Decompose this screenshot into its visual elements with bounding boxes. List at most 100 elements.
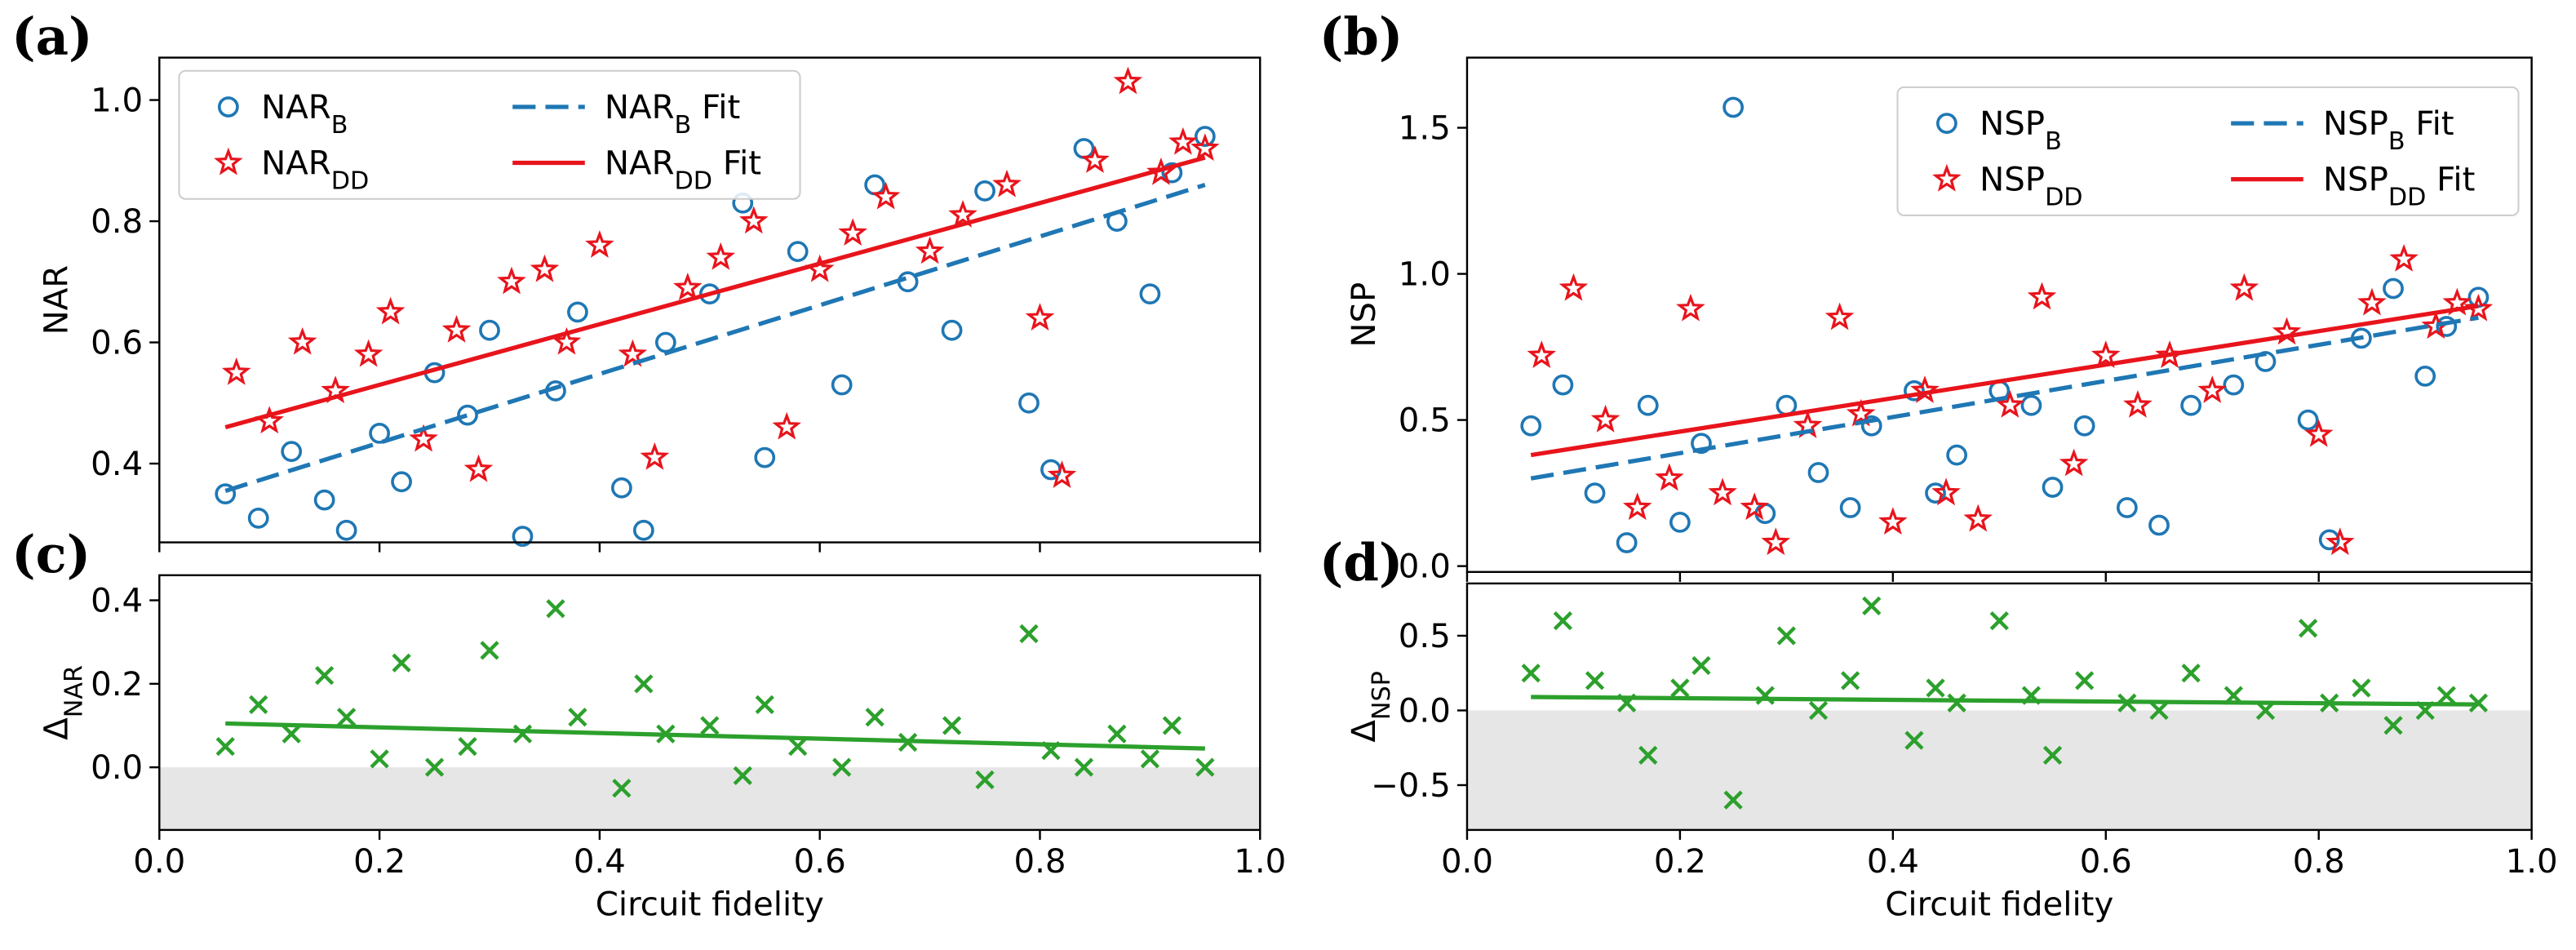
axes-frame — [158, 574, 1261, 832]
circle-marker — [2073, 415, 2095, 437]
cross-marker — [249, 695, 268, 715]
y-tick-label: 0.4 — [91, 583, 143, 620]
cross-marker — [370, 749, 389, 769]
cross-marker — [480, 641, 499, 660]
circle-marker — [754, 446, 776, 468]
star-marker — [375, 296, 406, 325]
cross-marker — [2075, 671, 2095, 690]
cross-marker — [1162, 716, 1182, 735]
cross-marker — [865, 708, 885, 727]
star-marker — [871, 181, 901, 210]
star-marker — [706, 242, 736, 270]
circle-marker — [391, 471, 412, 493]
circle-marker — [335, 519, 357, 541]
star-marker — [463, 454, 494, 482]
fit-line — [1531, 695, 2479, 707]
x-tick-label: 1.0 — [1234, 843, 1286, 881]
cross-marker — [1638, 745, 1658, 766]
cross-marker — [1989, 611, 2009, 631]
star-marker — [552, 326, 582, 355]
cross-marker — [568, 708, 587, 727]
star-marker — [915, 236, 945, 264]
star-marker — [1740, 492, 1770, 521]
star-marker — [2389, 243, 2419, 272]
circle-marker — [369, 423, 390, 444]
cross-marker — [612, 779, 632, 798]
star-marker — [1047, 460, 1077, 488]
star-marker — [1963, 504, 1993, 532]
cross-marker — [1107, 724, 1127, 744]
star-marker — [1168, 127, 1198, 155]
cross-marker — [2042, 745, 2063, 766]
star-marker — [2229, 273, 2259, 301]
y-tick-label: 0.4 — [91, 446, 143, 483]
legend-box — [178, 69, 801, 200]
cross-marker — [788, 736, 808, 757]
cross-marker — [733, 766, 752, 786]
cross-marker — [1776, 626, 1796, 646]
star-marker — [2357, 287, 2387, 316]
star-marker — [772, 411, 801, 440]
star-marker — [673, 273, 703, 300]
cross-marker — [755, 695, 774, 715]
circle-marker — [1946, 444, 1967, 466]
star-marker — [530, 254, 560, 282]
cross-marker — [315, 665, 335, 686]
x-tick-label: 0.6 — [794, 843, 846, 881]
circle-marker — [1691, 433, 1712, 455]
circle-marker — [1669, 512, 1691, 533]
x-tick-label: 0.4 — [1867, 843, 1919, 881]
shaded-region — [159, 767, 1261, 830]
cross-marker — [1755, 686, 1775, 705]
x-tick-label: 0.0 — [133, 843, 185, 881]
circle-marker — [2223, 374, 2245, 396]
cross-marker — [1019, 624, 1039, 644]
fit-line — [224, 155, 1206, 430]
star-marker — [1622, 492, 1652, 521]
shaded-region — [1466, 710, 2532, 830]
circle-marker — [2297, 409, 2319, 431]
star-marker — [948, 199, 978, 228]
star-marker — [640, 442, 670, 470]
cross-marker — [2352, 678, 2371, 698]
panel-label: (b) — [1319, 7, 1403, 67]
cross-marker — [1195, 757, 1215, 777]
circle-marker — [1754, 503, 1776, 525]
circle-marker — [1161, 162, 1183, 184]
star-marker — [2027, 282, 2057, 310]
circle-marker — [1776, 394, 1798, 416]
legend-marker — [217, 96, 239, 118]
star-marker — [1878, 507, 1908, 535]
axes-frame — [1465, 582, 2533, 832]
star-marker — [2091, 340, 2121, 368]
cross-marker — [634, 674, 654, 694]
circle-marker — [567, 301, 588, 323]
star-marker — [441, 315, 472, 343]
circle-marker — [1194, 126, 1216, 148]
circle-marker — [1925, 482, 1946, 504]
circle-marker — [1904, 380, 1925, 402]
star-marker — [2123, 390, 2153, 418]
x-tick-label: 0.4 — [574, 843, 626, 881]
star-marker — [1708, 477, 1737, 506]
star-marker — [992, 169, 1022, 198]
cross-marker — [2299, 619, 2318, 638]
y-axis-label: ΔNSP — [1346, 671, 1395, 743]
star-marker — [497, 266, 526, 295]
cross-marker — [1904, 730, 1924, 750]
x-tick-label: 1.0 — [2506, 843, 2558, 881]
x-axis-label: Circuit fidelity — [1885, 886, 2113, 924]
circle-marker — [2436, 316, 2458, 337]
cross-marker — [2436, 686, 2456, 705]
cross-marker — [458, 736, 477, 757]
fit-line — [224, 183, 1206, 493]
cross-marker — [2149, 700, 2169, 721]
cross-marker — [1723, 790, 1743, 810]
circle-marker — [864, 174, 886, 196]
circle-marker — [1552, 374, 1574, 396]
star-marker — [2325, 527, 2355, 556]
y-tick-label: 0.5 — [1399, 402, 1451, 440]
y-tick-label: 0.5 — [1399, 618, 1451, 655]
axes-frame — [158, 56, 1261, 544]
